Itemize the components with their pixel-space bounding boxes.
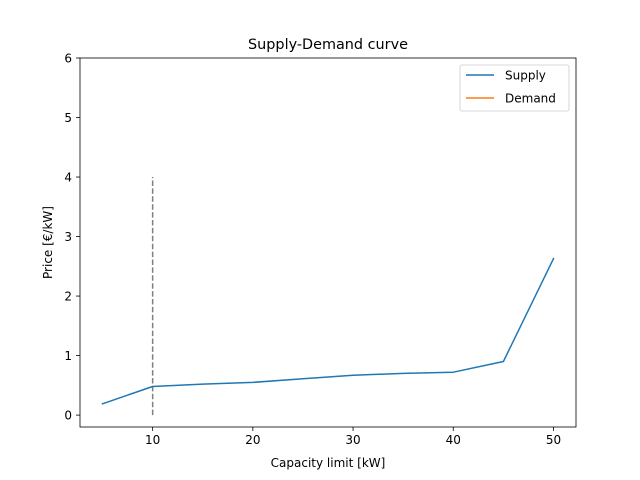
y-axis-label: Price [€/kW] [41,206,55,279]
y-tick-label: 0 [64,408,72,422]
y-tick-label: 1 [64,349,72,363]
y-axis: 0 1 2 3 4 5 6 [64,51,80,422]
y-tick-label: 4 [64,170,72,184]
x-tick-label: 50 [546,433,561,447]
legend-box [459,64,570,112]
plot-frame [79,57,577,428]
x-tick-label: 20 [245,433,260,447]
x-tick-label: 30 [345,433,360,447]
x-tick-label: 10 [145,433,160,447]
legend: Supply Demand [459,64,570,112]
y-tick-label: 2 [64,289,72,303]
y-tick-label: 6 [64,51,72,65]
series-line-supply [101,257,555,405]
legend-label-demand: Demand [505,92,556,106]
legend-label-supply: Supply [505,69,546,83]
x-tick-label: 40 [446,433,461,447]
y-tick-label: 5 [64,111,72,125]
x-axis: 10 20 30 40 50 [145,427,561,447]
plot-area [101,177,555,416]
y-tick-label: 3 [64,230,72,244]
chart-title: Supply-Demand curve [248,37,408,53]
x-axis-label: Capacity limit [kW] [271,456,386,470]
